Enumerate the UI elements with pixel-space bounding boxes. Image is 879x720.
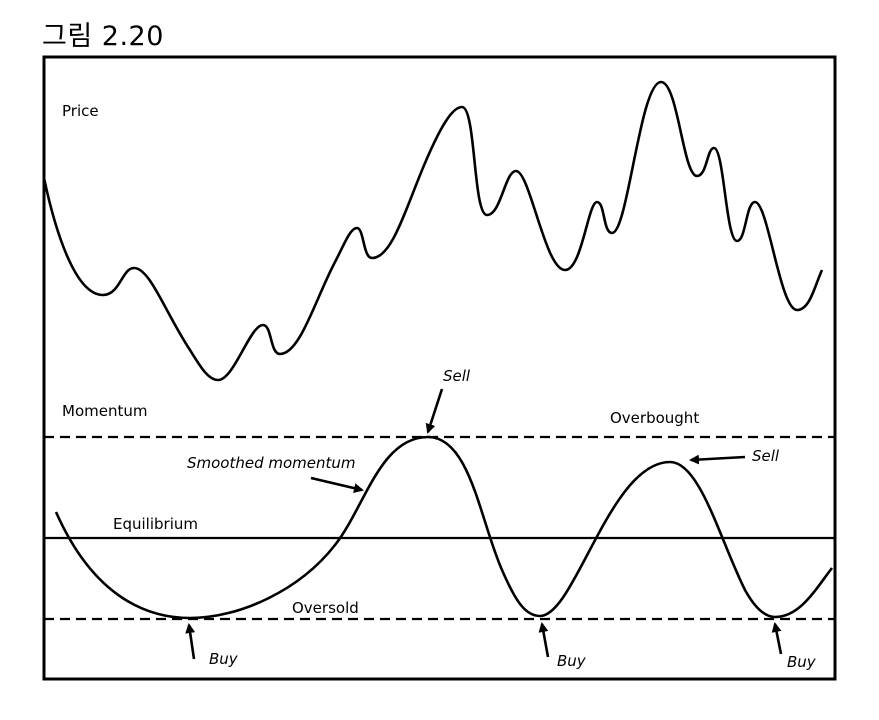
buy-label-1: Buy xyxy=(209,650,239,668)
price-curve xyxy=(42,80,824,382)
sell-arrow-1 xyxy=(425,388,444,434)
diagram-frame xyxy=(42,55,837,681)
price-label: Price xyxy=(62,102,99,120)
sell-arrow-2 xyxy=(689,454,746,465)
overbought-label: Overbought xyxy=(610,409,699,427)
buy-arrow-2 xyxy=(538,622,550,658)
buy-label-3: Buy xyxy=(787,653,817,671)
buy-arrow-1 xyxy=(185,623,196,660)
momentum-label: Momentum xyxy=(62,402,147,420)
oversold-label: Oversold xyxy=(292,599,359,617)
equilibrium-label: Equilibrium xyxy=(113,515,198,533)
buy-label-2: Buy xyxy=(557,652,587,670)
sell-label-1: Sell xyxy=(443,367,471,385)
smoothed-momentum-arrow xyxy=(310,476,364,494)
smoothed-momentum-label: Smoothed momentum xyxy=(187,454,356,472)
figure-title: 그림 2.20 xyxy=(42,21,164,52)
momentum-curve xyxy=(54,435,834,620)
sell-label-2: Sell xyxy=(752,447,780,465)
buy-arrow-3 xyxy=(771,622,783,655)
